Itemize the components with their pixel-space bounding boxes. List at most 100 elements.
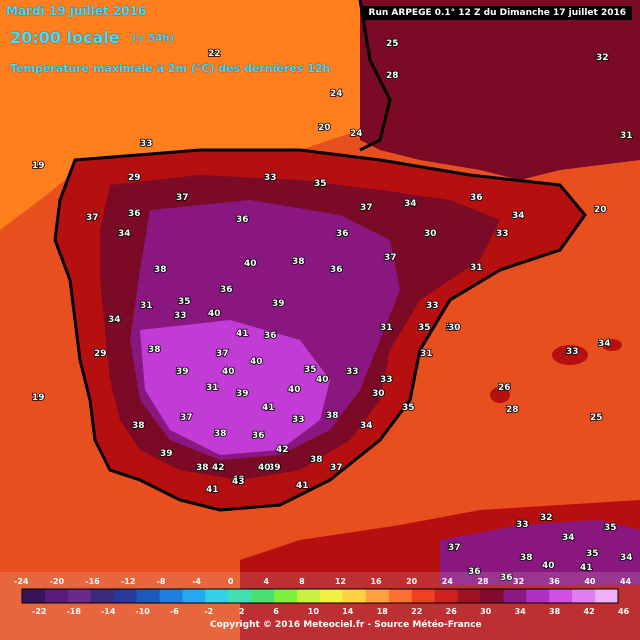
scale-top-label: 28	[477, 577, 489, 586]
scale-top-label: 16	[370, 577, 382, 586]
temperature-value-label: 31	[620, 131, 633, 141]
temperature-value-label: 34	[108, 315, 121, 325]
temperature-value-label: 36	[468, 567, 481, 577]
temperature-value-label: 38	[132, 421, 145, 431]
temperature-value-label: 19	[32, 161, 45, 171]
temperature-value-label: 25	[590, 413, 603, 423]
scale-top-label: 4	[264, 577, 270, 586]
scale-bottom-label: 42	[584, 607, 595, 616]
balearic-island-ibiza	[490, 387, 510, 403]
temperature-value-label: 33	[140, 139, 153, 149]
scale-bottom-label: -14	[101, 607, 116, 616]
scale-top-label: 36	[549, 577, 561, 586]
temperature-value-label: 40	[232, 475, 245, 485]
temperature-value-label: 29	[128, 173, 141, 183]
temperature-value-label: 33	[566, 347, 579, 357]
temperature-value-label: 31	[420, 349, 433, 359]
scale-top-label: 20	[406, 577, 418, 586]
scale-swatch	[457, 589, 481, 603]
temperature-value-label: 33	[346, 367, 359, 377]
scale-top-label: -16	[85, 577, 100, 586]
temperature-value-label: 38	[154, 265, 167, 275]
temperature-value-label: 25	[386, 39, 399, 49]
temperature-value-label: 40	[244, 259, 257, 269]
balearic-island-mallorca	[552, 345, 588, 365]
temperature-value-label: 40	[316, 375, 329, 385]
temperature-value-label: 35	[418, 323, 431, 333]
temperature-value-label: 28	[506, 405, 519, 415]
scale-bottom-label: 30	[480, 607, 492, 616]
scale-swatch	[503, 589, 527, 603]
scale-top-label: 32	[513, 577, 524, 586]
scale-swatch	[297, 589, 321, 603]
temperature-value-label: 19	[32, 393, 45, 403]
balearic-island-menorca	[602, 339, 622, 351]
temperature-value-label: 33	[292, 415, 305, 425]
temperature-value-label: 40	[208, 309, 221, 319]
temperature-value-label: 37	[330, 463, 343, 473]
scale-top-label: 40	[584, 577, 596, 586]
temperature-value-label: 39	[176, 367, 189, 377]
temperature-value-label: 40	[258, 463, 271, 473]
temperature-value-label: 36	[252, 431, 265, 441]
scale-swatch	[526, 589, 550, 603]
north-africa-hot	[440, 520, 640, 585]
temperature-value-label: 33	[174, 311, 187, 321]
temperature-value-label: 39	[272, 299, 285, 309]
temperature-value-label: 38	[326, 411, 339, 421]
temperature-value-label: 40	[250, 357, 263, 367]
temperature-value-label: 34	[512, 211, 525, 221]
scale-bottom-label: 38	[549, 607, 561, 616]
temperature-value-label: 41	[296, 481, 309, 491]
temperature-value-label: 36	[128, 209, 141, 219]
temperature-value-label: 34	[562, 533, 575, 543]
scale-bottom-label: 18	[377, 607, 389, 616]
temperature-value-label: 40	[222, 367, 235, 377]
scale-swatch	[251, 589, 275, 603]
scale-bottom-label: -18	[66, 607, 81, 616]
scale-top-label: 0	[228, 577, 234, 586]
temperature-value-label: 36	[220, 285, 233, 295]
copyright-credit: Copyright © 2016 Meteociel.fr - Source M…	[210, 620, 482, 630]
temperature-value-label: 28	[386, 71, 399, 81]
scale-background	[0, 572, 640, 640]
temperature-value-label: 26	[498, 383, 511, 393]
temperature-value-label: 35	[402, 403, 415, 413]
temperature-value-label: 31	[380, 323, 393, 333]
scale-top-label: 24	[442, 577, 454, 586]
scale-swatch	[67, 589, 92, 603]
temperature-value-label: 41	[206, 485, 219, 495]
temperature-value-label: 35	[604, 523, 617, 533]
scale-swatch	[90, 589, 115, 603]
temperature-value-label: 37	[86, 213, 99, 223]
temperature-value-label: 33	[380, 375, 393, 385]
scale-swatch	[572, 589, 596, 603]
scale-swatch	[388, 589, 413, 603]
temperature-value-label: 35	[446, 323, 459, 333]
scale-frame	[21, 588, 619, 604]
temperature-value-label: 40	[542, 561, 555, 571]
temperature-value-label: 36	[336, 229, 349, 239]
temperature-value-label: 31	[140, 301, 153, 311]
scale-bottom-label: -2	[204, 607, 213, 616]
ocean-warm-zone	[0, 0, 360, 230]
temperature-value-label: 20	[594, 205, 607, 215]
scale-bottom-label: 6	[273, 607, 279, 616]
temperature-value-label: 36	[264, 331, 277, 341]
temperature-value-label: 32	[596, 53, 609, 63]
temperature-value-label: 38	[310, 455, 323, 465]
temperature-value-label: 33	[516, 520, 529, 530]
temperature-value-label: 37	[384, 253, 397, 263]
temperature-value-label: 36	[470, 193, 483, 203]
scale-swatch	[44, 589, 69, 603]
scale-swatch	[549, 589, 573, 603]
scale-bottom-label: -22	[32, 607, 46, 616]
forecast-time: 20:00 locale	[10, 28, 120, 47]
scale-top-label: -24	[14, 577, 29, 586]
temperature-value-label: 35	[304, 365, 317, 375]
scale-top-label: -4	[192, 577, 201, 586]
temperature-value-label: 35	[586, 549, 599, 559]
scale-swatch	[228, 589, 252, 603]
scale-swatch	[113, 589, 138, 603]
